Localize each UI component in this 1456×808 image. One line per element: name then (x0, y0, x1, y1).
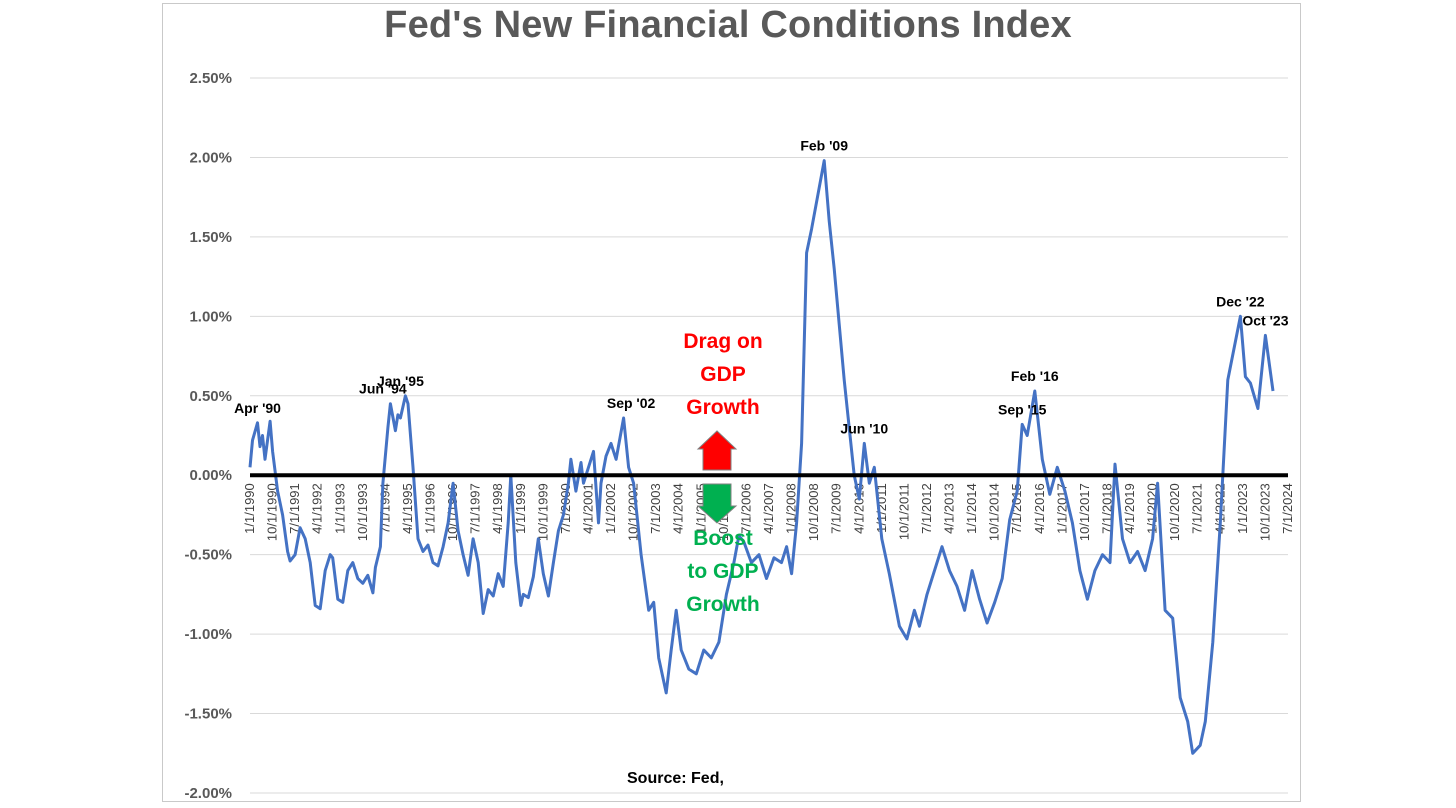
x-tick-label: 4/1/2013 (942, 483, 957, 534)
x-tick-label: 10/1/2008 (806, 483, 821, 541)
y-tick-label: 2.00% (189, 149, 232, 166)
x-tick-label: 4/1/2010 (851, 483, 866, 534)
x-tick-label: 10/1/2017 (1077, 483, 1092, 541)
x-tick-label: 7/1/2024 (1280, 483, 1295, 534)
x-tick-label: 4/1/2019 (1122, 483, 1137, 534)
y-tick-label: -1.50% (184, 706, 232, 723)
chart-title: Fed's New Financial Conditions Index (384, 4, 1072, 46)
x-tick-label: 7/1/2006 (738, 483, 753, 534)
x-tick-label: 7/1/1994 (377, 483, 392, 534)
x-tick-label: 10/1/1993 (355, 483, 370, 541)
boost-callout-text: to GDP (687, 560, 758, 583)
x-tick-label: 7/1/1997 (468, 483, 483, 534)
peak-annotation: Dec '22 (1216, 293, 1265, 309)
x-tick-label: 4/1/2001 (580, 483, 595, 534)
down-arrow-icon (696, 483, 738, 524)
x-tick-label: 7/1/1991 (287, 483, 302, 534)
x-tick-label: 7/1/2021 (1190, 483, 1205, 534)
x-tick-label: 1/1/2017 (1054, 483, 1069, 534)
up-arrow-icon (696, 430, 738, 471)
drag-callout-text: Drag on (683, 330, 762, 353)
peak-annotation: Jan '95 (377, 373, 424, 389)
x-tick-label: 10/1/1990 (265, 483, 280, 541)
x-tick-label: 1/1/2008 (784, 483, 799, 534)
chart-frame (162, 3, 1301, 802)
y-tick-label: 0.00% (189, 467, 232, 484)
x-tick-label: 1/1/1993 (332, 483, 347, 534)
drag-callout-text: GDP (700, 363, 746, 386)
x-tick-label: 1/1/1990 (242, 483, 257, 534)
y-tick-label: -2.00% (184, 785, 232, 802)
x-tick-label: 1/1/1999 (513, 483, 528, 534)
boost-callout-text: Boost (693, 527, 753, 550)
boost-callout-text: Growth (686, 593, 760, 616)
x-tick-label: 10/1/2011 (896, 483, 911, 540)
peak-annotation: Jun '10 (840, 420, 888, 436)
x-tick-label: 7/1/2015 (1009, 483, 1024, 534)
x-tick-label: 4/1/2007 (761, 483, 776, 534)
peak-annotation: Feb '16 (1011, 368, 1059, 384)
y-tick-label: -1.00% (184, 626, 232, 643)
x-tick-label: 1/1/2023 (1235, 483, 1250, 534)
x-tick-label: 10/1/2014 (987, 483, 1002, 541)
source-note: Source: Fed, (627, 770, 724, 787)
x-tick-label: 4/1/1995 (400, 483, 415, 534)
series-line (248, 159, 1275, 755)
y-tick-label: -0.50% (184, 547, 232, 564)
x-tick-label: 10/1/2020 (1167, 483, 1182, 541)
peak-annotation: Feb '09 (800, 138, 848, 154)
x-tick-label: 1/1/2014 (964, 483, 979, 534)
x-tick-label: 1/1/1996 (423, 483, 438, 534)
peak-annotation: Sep '15 (998, 401, 1047, 417)
x-tick-label: 7/1/2012 (919, 483, 934, 534)
drag-callout-text: Growth (686, 396, 760, 419)
y-tick-label: 1.00% (189, 308, 232, 325)
peak-annotation: Jun '94 (359, 381, 407, 397)
x-tick-label: 10/1/2023 (1257, 483, 1272, 541)
x-tick-label: 4/1/2004 (671, 483, 686, 534)
x-tick-label: 4/1/2016 (1032, 483, 1047, 534)
x-tick-label: 1/1/2002 (603, 483, 618, 534)
x-tick-label: 7/1/2009 (829, 483, 844, 534)
peak-annotation: Apr '90 (234, 400, 281, 416)
peak-annotation: Sep '02 (607, 395, 656, 411)
y-tick-label: 2.50% (189, 70, 232, 87)
x-tick-label: 7/1/2003 (648, 483, 663, 534)
y-tick-label: 1.50% (189, 229, 232, 246)
x-tick-label: 10/1/1999 (535, 483, 550, 541)
peak-annotation: Oct '23 (1242, 312, 1288, 328)
x-tick-label: 4/1/1992 (310, 483, 325, 534)
y-tick-label: 0.50% (189, 388, 232, 405)
x-tick-label: 4/1/1998 (490, 483, 505, 534)
